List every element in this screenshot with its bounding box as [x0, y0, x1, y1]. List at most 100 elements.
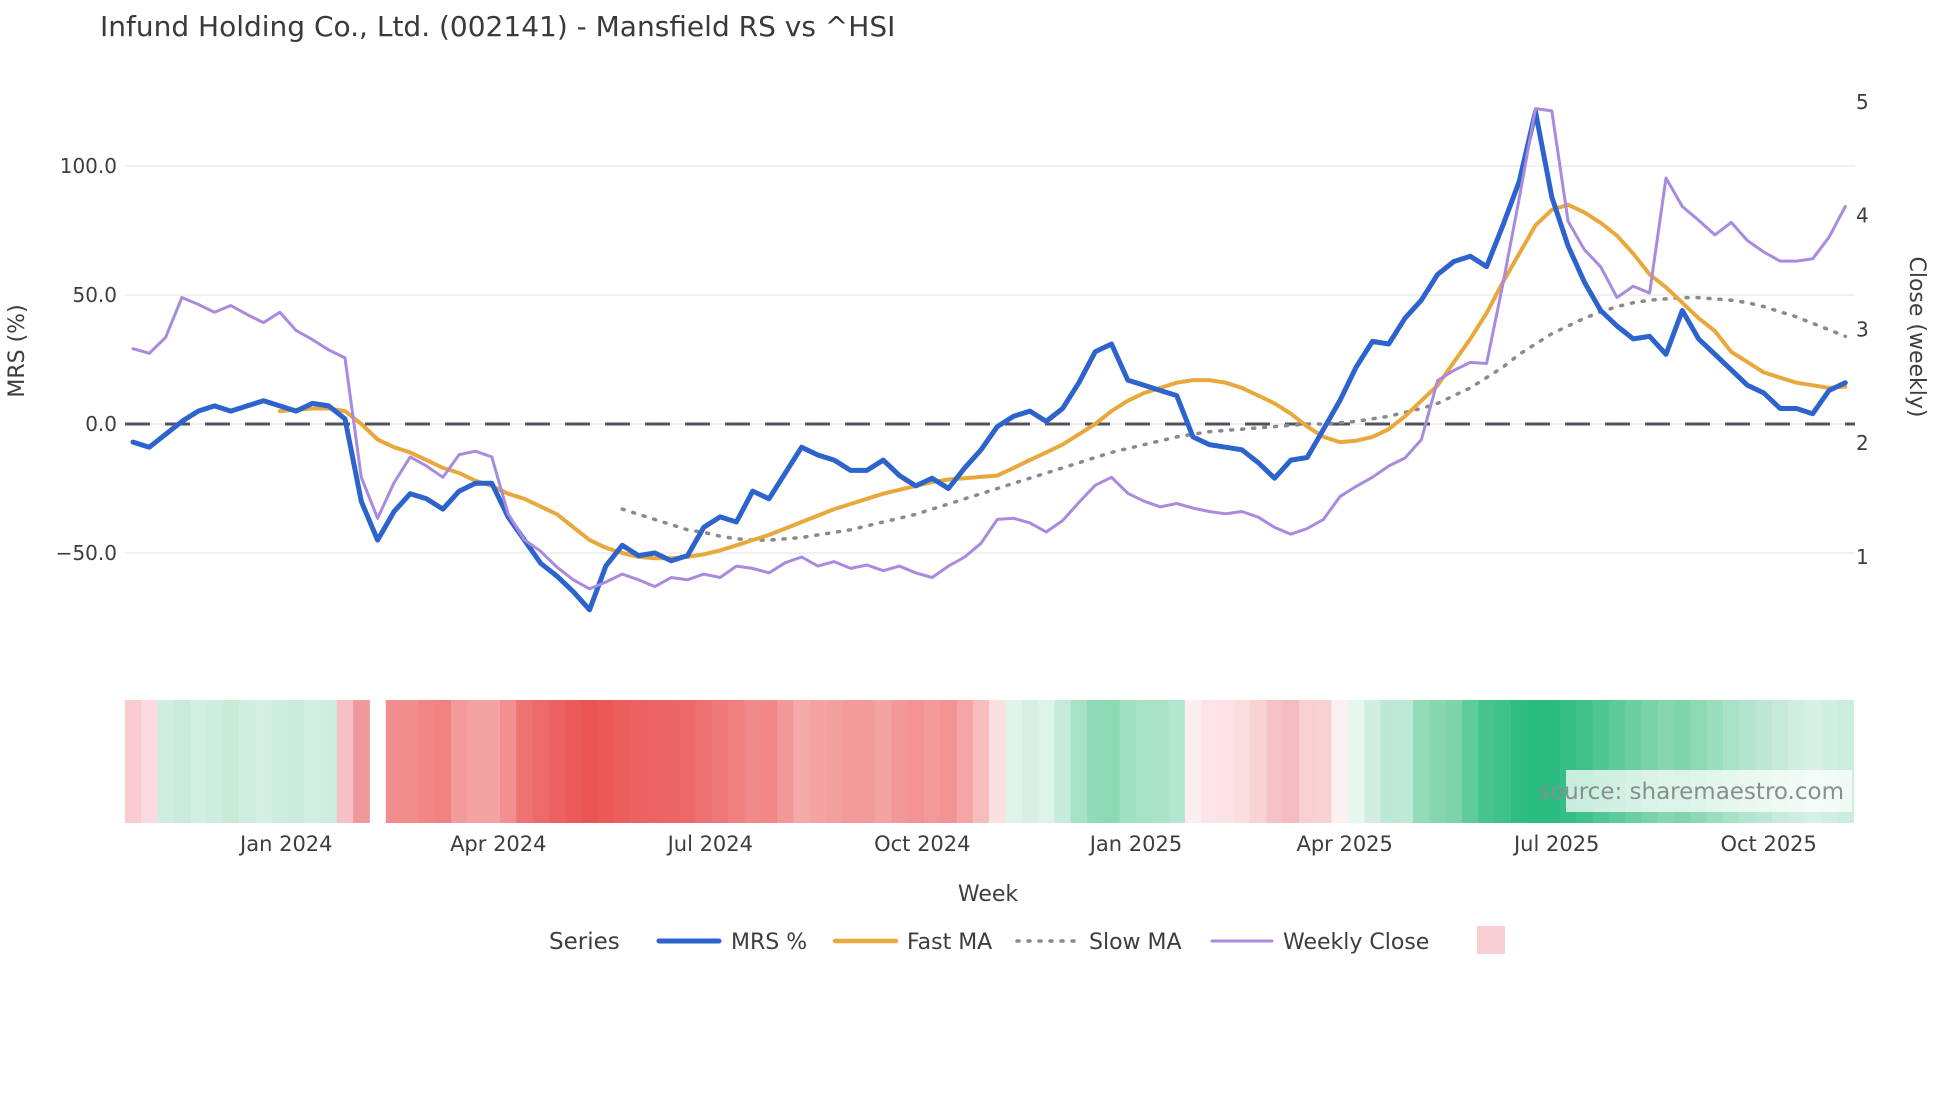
heatmap-cell — [646, 700, 664, 823]
right-tick-label: 2 — [1856, 431, 1869, 455]
heatmap-cell — [499, 700, 517, 823]
heatmap-cell — [728, 700, 745, 823]
ticks-layer: 100.0 50.0 0.0 −50.0 5 4 3 2 1 Jan 2024 Apr 2024 Ju… — [56, 90, 1869, 856]
heatmap-cell — [1250, 700, 1267, 823]
heatmap-cell — [1462, 700, 1479, 823]
heatmap-cell — [532, 700, 550, 823]
legend-label-slow-ma: Slow MA — [1089, 930, 1182, 955]
heatmap-cell — [548, 700, 566, 823]
left-tick-label: 50.0 — [72, 283, 117, 307]
heatmap-cell — [744, 700, 762, 823]
x-tick-label: Oct 2025 — [1720, 832, 1816, 856]
heatmap-cell — [402, 700, 419, 823]
heatmap-cell — [320, 700, 338, 823]
heatmap-cell — [1543, 700, 1561, 823]
legend-label-weekly-close: Weekly Close — [1283, 930, 1429, 955]
heatmap-cell — [124, 700, 142, 823]
heatmap-cell — [581, 700, 599, 823]
legend-heatmap-swatch — [1477, 926, 1505, 954]
x-tick-label: Jan 2025 — [1088, 832, 1183, 856]
heatmap-cell — [614, 700, 631, 823]
right-axis-title: Close (weekly) — [1904, 256, 1929, 417]
heatmap-cell — [842, 700, 860, 823]
heatmap-cell — [385, 700, 403, 823]
heatmap-cell — [255, 700, 273, 823]
page-title: Infund Holding Co., Ltd. (002141) - Mans… — [100, 10, 895, 43]
heatmap-cell — [1282, 700, 1300, 823]
heatmap-cell — [1103, 700, 1121, 823]
right-tick-label: 3 — [1856, 317, 1869, 341]
heatmap-cell — [1511, 700, 1528, 823]
heatmap-cell — [1266, 700, 1284, 823]
heatmap-cell — [1201, 700, 1218, 823]
heatmap-cell — [630, 700, 648, 823]
heatmap-cell — [989, 700, 1006, 823]
series-line-slow-ma — [620, 295, 1848, 542]
series-layer — [130, 107, 1848, 613]
heatmap-cell — [157, 700, 175, 823]
heatmap-cell — [875, 700, 892, 823]
heatmap-cell — [1021, 700, 1039, 823]
heatmap-cell — [972, 700, 990, 823]
heatmap-cell — [1152, 700, 1169, 823]
source-note: source: sharemaestro.com — [1538, 779, 1844, 805]
heatmap-cell — [1005, 700, 1023, 823]
right-tick-label: 5 — [1856, 90, 1869, 114]
heatmap-cell — [777, 700, 794, 823]
heatmap-cell — [1364, 700, 1381, 823]
heatmap-cell — [1494, 700, 1512, 823]
heatmap-cell — [679, 700, 697, 823]
heatmap-cell — [1315, 700, 1333, 823]
heatmap-cell — [483, 700, 501, 823]
heatmap-cell — [940, 700, 957, 823]
heatmap-cell — [222, 700, 240, 823]
heatmap-cell — [1527, 700, 1545, 823]
heatmap-cell — [891, 700, 909, 823]
heatmap-cell — [1070, 700, 1088, 823]
heatmap-cell — [1054, 700, 1072, 823]
heatmap-cell — [1184, 700, 1202, 823]
x-tick-label: Oct 2024 — [874, 832, 970, 856]
heatmap-cell — [1299, 700, 1316, 823]
heatmap-cell — [1087, 700, 1104, 823]
heatmap-cell — [206, 700, 224, 823]
legend-label-fast-ma: Fast MA — [907, 930, 992, 955]
left-tick-label: −50.0 — [56, 541, 117, 565]
heatmap-cell — [1347, 700, 1365, 823]
legend-title: Series — [549, 929, 620, 955]
heatmap-cell — [516, 700, 533, 823]
grid-layer — [125, 165, 1855, 554]
heatmap-cell — [1168, 700, 1186, 823]
heatmap-cell — [434, 700, 452, 823]
x-tick-label: Apr 2024 — [450, 832, 546, 856]
heatmap-cell — [141, 700, 158, 823]
right-tick-label: 4 — [1856, 204, 1869, 228]
heatmap-cell — [760, 700, 778, 823]
heatmap-cell — [1413, 700, 1430, 823]
heatmap-cell — [1396, 700, 1414, 823]
series-line-weekly-close — [131, 107, 1847, 591]
heatmap-cell — [451, 700, 468, 823]
heatmap-cell — [1445, 700, 1463, 823]
x-tick-label: Jul 2025 — [1512, 832, 1599, 856]
heatmap-cell — [597, 700, 615, 823]
heatmap-cell — [663, 700, 680, 823]
heatmap-cell — [271, 700, 289, 823]
series-line-mrs- — [130, 109, 1848, 613]
heatmap-cell — [353, 700, 370, 823]
heatmap-cell — [287, 700, 305, 823]
heatmap-cell — [336, 700, 354, 823]
heatmap-cell — [467, 700, 485, 823]
heatmap-cell — [923, 700, 941, 823]
heatmap-cell — [565, 700, 582, 823]
heatmap-cell — [418, 700, 436, 823]
heatmap-cell — [304, 700, 321, 823]
heatmap-cell — [826, 700, 843, 823]
x-axis-title: Week — [958, 882, 1019, 907]
heatmap-cell — [1478, 700, 1496, 823]
heatmap-cell — [1038, 700, 1055, 823]
heatmap-cell — [1331, 700, 1349, 823]
heatmap-cell — [1135, 700, 1153, 823]
